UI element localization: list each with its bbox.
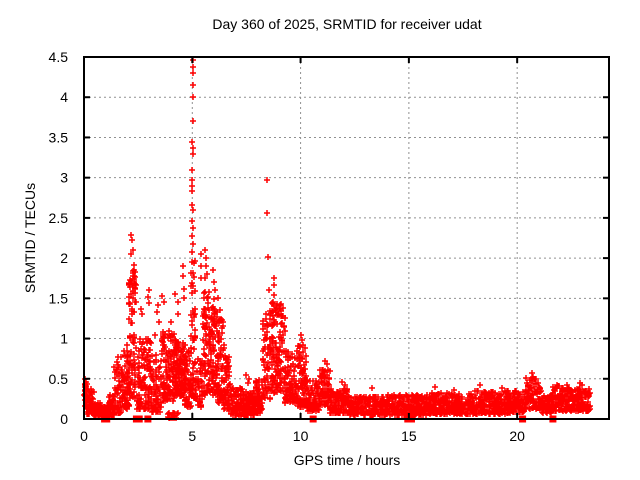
y-tick-label: 0: [60, 411, 68, 427]
x-tick-label: 0: [80, 428, 88, 444]
y-tick-label: 4.5: [49, 49, 69, 65]
y-tick-label: 1: [60, 331, 68, 347]
x-tick-label: 10: [293, 428, 309, 444]
tick-labels: 0 0.5 1 1.5 2 2.5 3 3.5 4 4.5 0 5 10 15 20: [49, 49, 526, 444]
y-tick-label: 4: [60, 89, 68, 105]
y-tick-label: 3: [60, 170, 68, 186]
y-tick-label: 0.5: [49, 371, 69, 387]
y-axis-label: SRMTID / TECUs: [22, 182, 38, 294]
x-tick-label: 5: [188, 428, 196, 444]
chart-title: Day 360 of 2025, SRMTID for receiver uda…: [212, 16, 482, 32]
gridlines: [84, 57, 609, 419]
scatter-points: [81, 57, 593, 421]
x-tick-label: 20: [509, 428, 525, 444]
y-tick-label: 3.5: [49, 129, 69, 145]
y-tick-label: 2.5: [49, 210, 69, 226]
x-tick-label: 15: [401, 428, 417, 444]
y-tick-label: 2: [60, 250, 68, 266]
y-tick-label: 1.5: [49, 290, 69, 306]
plot-border: [83, 56, 610, 420]
axes: [83, 56, 610, 420]
scatter-series: [81, 57, 593, 421]
x-axis-label: GPS time / hours: [293, 452, 401, 468]
